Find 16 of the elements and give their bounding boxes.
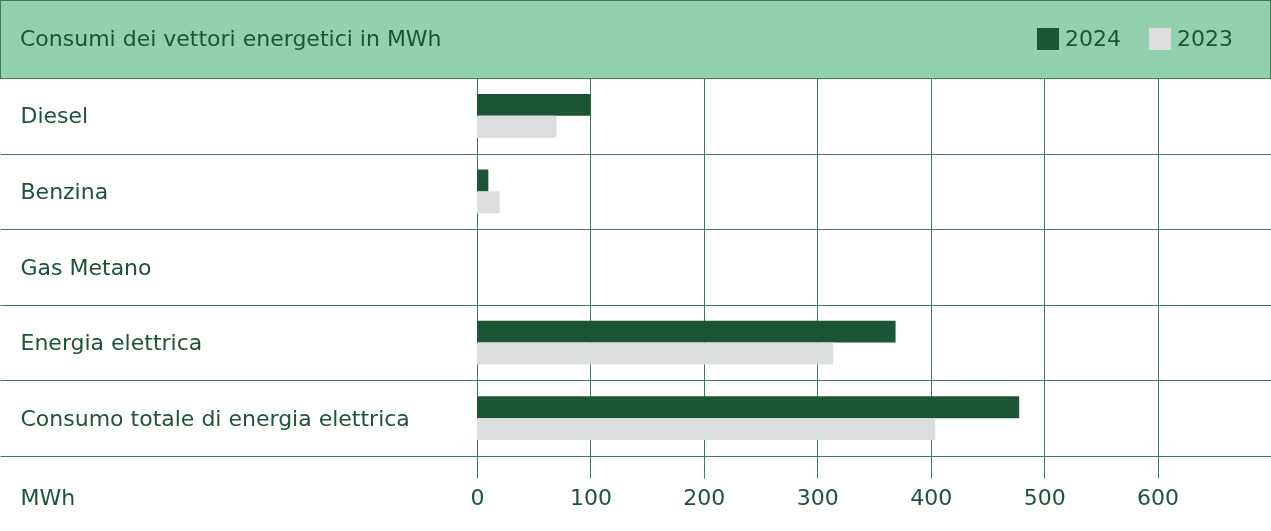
y-tick-label: Energia elettrica (20, 330, 203, 356)
y-tick-label: Consumo totale di energia elettrica (20, 405, 410, 431)
legend-label: 2024 (1065, 26, 1121, 51)
y-tick-label: Diesel (20, 103, 89, 129)
y-tick-label: Benzina (20, 178, 109, 204)
x-tick-label: 600 (1137, 484, 1180, 510)
x-tick-label: 200 (683, 484, 726, 510)
y-tick-label: Gas Metano (20, 254, 152, 280)
legend-label: 2023 (1177, 26, 1233, 51)
x-tick-label: 500 (1023, 484, 1066, 510)
x-tick-label: 0 (470, 484, 485, 510)
x-tick-label: 400 (910, 484, 953, 510)
x-tick-label: 300 (796, 484, 839, 510)
x-axis-title: MWh (20, 484, 76, 510)
x-tick-label: 100 (569, 484, 612, 510)
text: Consumi dei vettori energetici in MWh (20, 26, 442, 51)
